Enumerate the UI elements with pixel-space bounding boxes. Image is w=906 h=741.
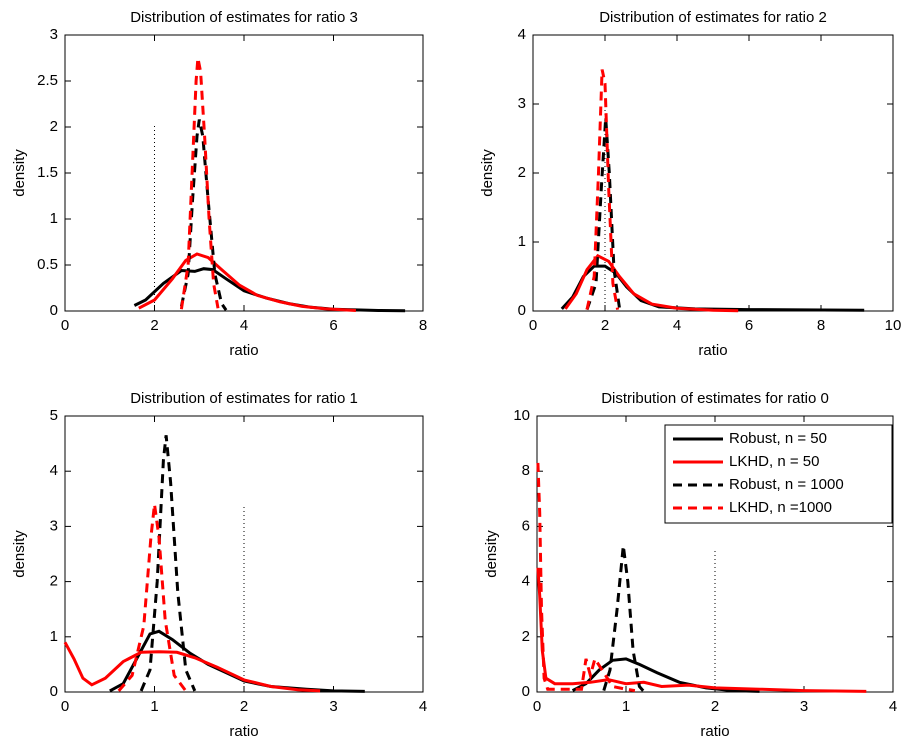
legend-label: Robust, n = 50 xyxy=(729,430,827,447)
y-tick-label: 1.5 xyxy=(37,164,58,181)
y-axis-label: density xyxy=(483,530,500,578)
y-tick-label: 2 xyxy=(50,573,58,590)
y-tick-label: 4 xyxy=(50,462,58,479)
y-tick-label: 2 xyxy=(518,164,526,181)
x-tick-label: 2 xyxy=(240,698,248,715)
legend xyxy=(664,424,893,524)
x-tick-label: 2 xyxy=(150,317,158,334)
density-line xyxy=(179,119,228,311)
x-tick-label: 10 xyxy=(885,317,902,334)
chart-title: Distribution of estimates for ratio 3 xyxy=(130,9,358,26)
density-line xyxy=(585,69,620,310)
y-axis-label: density xyxy=(11,149,28,197)
legend-label: LKHD, n =1000 xyxy=(729,499,832,516)
plot-area xyxy=(532,34,894,312)
x-tick-label: 6 xyxy=(329,317,337,334)
density-line xyxy=(585,117,621,311)
y-tick-label: 8 xyxy=(522,462,530,479)
x-axis-label: ratio xyxy=(229,342,258,359)
y-tick-label: 0 xyxy=(50,683,58,700)
x-tick-label: 2 xyxy=(711,698,719,715)
y-tick-label: 10 xyxy=(513,407,530,424)
chart-title: Distribution of estimates for ratio 1 xyxy=(130,390,358,407)
legend-label: Robust, n = 1000 xyxy=(729,476,844,493)
density-line xyxy=(117,504,188,692)
x-tick-label: 0 xyxy=(529,317,537,334)
y-tick-label: 4 xyxy=(522,573,530,590)
y-tick-label: 5 xyxy=(50,407,58,424)
x-tick-label: 3 xyxy=(329,698,337,715)
y-axis-label: density xyxy=(11,530,28,578)
x-tick-label: 4 xyxy=(673,317,681,334)
y-tick-label: 2.5 xyxy=(37,72,58,89)
x-tick-label: 4 xyxy=(419,698,427,715)
x-tick-label: 4 xyxy=(889,698,897,715)
plot-area xyxy=(64,415,424,693)
x-tick-label: 0 xyxy=(61,698,69,715)
y-tick-label: 3 xyxy=(50,517,58,534)
x-tick-label: 1 xyxy=(622,698,630,715)
plot-area xyxy=(64,34,424,312)
x-axis-label: ratio xyxy=(229,723,258,740)
x-tick-label: 6 xyxy=(745,317,753,334)
y-tick-label: 4 xyxy=(518,26,526,43)
density-line xyxy=(63,641,321,693)
y-tick-label: 1 xyxy=(50,210,58,227)
y-tick-label: 2 xyxy=(522,628,530,645)
density-line xyxy=(564,253,739,313)
y-tick-label: 2 xyxy=(50,118,58,135)
legend-label: LKHD, n = 50 xyxy=(729,453,819,470)
x-tick-label: 8 xyxy=(817,317,825,334)
y-tick-label: 1 xyxy=(518,233,526,250)
y-tick-label: 3 xyxy=(50,26,58,43)
density-line xyxy=(602,545,645,693)
y-tick-label: 0 xyxy=(522,683,530,700)
chart-title: Distribution of estimates for ratio 2 xyxy=(599,9,827,26)
density-line xyxy=(138,252,356,312)
x-tick-label: 2 xyxy=(601,317,609,334)
y-tick-label: 6 xyxy=(522,517,530,534)
x-axis-label: ratio xyxy=(700,723,729,740)
x-tick-label: 4 xyxy=(240,317,248,334)
y-tick-label: 3 xyxy=(518,95,526,112)
y-tick-label: 0.5 xyxy=(37,256,58,273)
density-line xyxy=(139,435,197,692)
x-tick-label: 0 xyxy=(61,317,69,334)
density-line xyxy=(536,462,636,693)
x-tick-label: 1 xyxy=(150,698,158,715)
y-tick-label: 1 xyxy=(50,628,58,645)
y-tick-label: 0 xyxy=(518,302,526,319)
x-tick-label: 3 xyxy=(800,698,808,715)
chart-title: Distribution of estimates for ratio 0 xyxy=(601,390,829,407)
x-tick-label: 8 xyxy=(419,317,427,334)
x-axis-label: ratio xyxy=(698,342,727,359)
x-tick-label: 0 xyxy=(533,698,541,715)
density-line xyxy=(179,57,220,310)
y-axis-label: density xyxy=(479,149,496,197)
y-tick-label: 0 xyxy=(50,302,58,319)
